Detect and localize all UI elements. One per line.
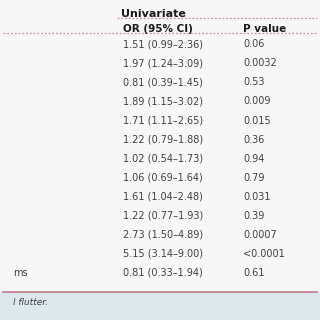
Text: 2.73 (1.50–4.89): 2.73 (1.50–4.89) [123, 230, 203, 240]
Text: 0.53: 0.53 [243, 77, 265, 87]
Text: 0.009: 0.009 [243, 96, 271, 107]
Text: 1.02 (0.54–1.73): 1.02 (0.54–1.73) [123, 154, 203, 164]
Text: 5.15 (3.14–9.00): 5.15 (3.14–9.00) [123, 249, 203, 259]
Text: 0.61: 0.61 [243, 268, 265, 278]
Text: 1.71 (1.11–2.65): 1.71 (1.11–2.65) [123, 116, 203, 125]
Text: 0.79: 0.79 [243, 172, 265, 183]
Text: 0.0032: 0.0032 [243, 58, 277, 68]
Text: ms: ms [13, 268, 28, 278]
Text: 0.015: 0.015 [243, 116, 271, 125]
Text: Univariate: Univariate [121, 9, 186, 19]
Text: 0.06: 0.06 [243, 39, 265, 49]
Text: 0.94: 0.94 [243, 154, 265, 164]
Text: 0.031: 0.031 [243, 192, 271, 202]
Text: l flutter.: l flutter. [13, 298, 48, 307]
Text: P value: P value [243, 24, 286, 34]
Text: 1.22 (0.77–1.93): 1.22 (0.77–1.93) [123, 211, 204, 221]
Text: OR (95% CI): OR (95% CI) [123, 24, 193, 34]
Text: 0.81 (0.39–1.45): 0.81 (0.39–1.45) [123, 77, 203, 87]
Text: 1.89 (1.15–3.02): 1.89 (1.15–3.02) [123, 96, 203, 107]
Text: 1.51 (0.99–2.36): 1.51 (0.99–2.36) [123, 39, 203, 49]
Text: 1.97 (1.24–3.09): 1.97 (1.24–3.09) [123, 58, 203, 68]
Text: 1.61 (1.04–2.48): 1.61 (1.04–2.48) [123, 192, 203, 202]
FancyBboxPatch shape [0, 292, 320, 320]
Text: 1.22 (0.79–1.88): 1.22 (0.79–1.88) [123, 134, 203, 145]
Text: 0.0007: 0.0007 [243, 230, 277, 240]
Text: <0.0001: <0.0001 [243, 249, 285, 259]
Text: 0.36: 0.36 [243, 134, 265, 145]
Text: 1.06 (0.69–1.64): 1.06 (0.69–1.64) [123, 172, 203, 183]
Text: 0.39: 0.39 [243, 211, 265, 221]
Text: 0.81 (0.33–1.94): 0.81 (0.33–1.94) [123, 268, 203, 278]
